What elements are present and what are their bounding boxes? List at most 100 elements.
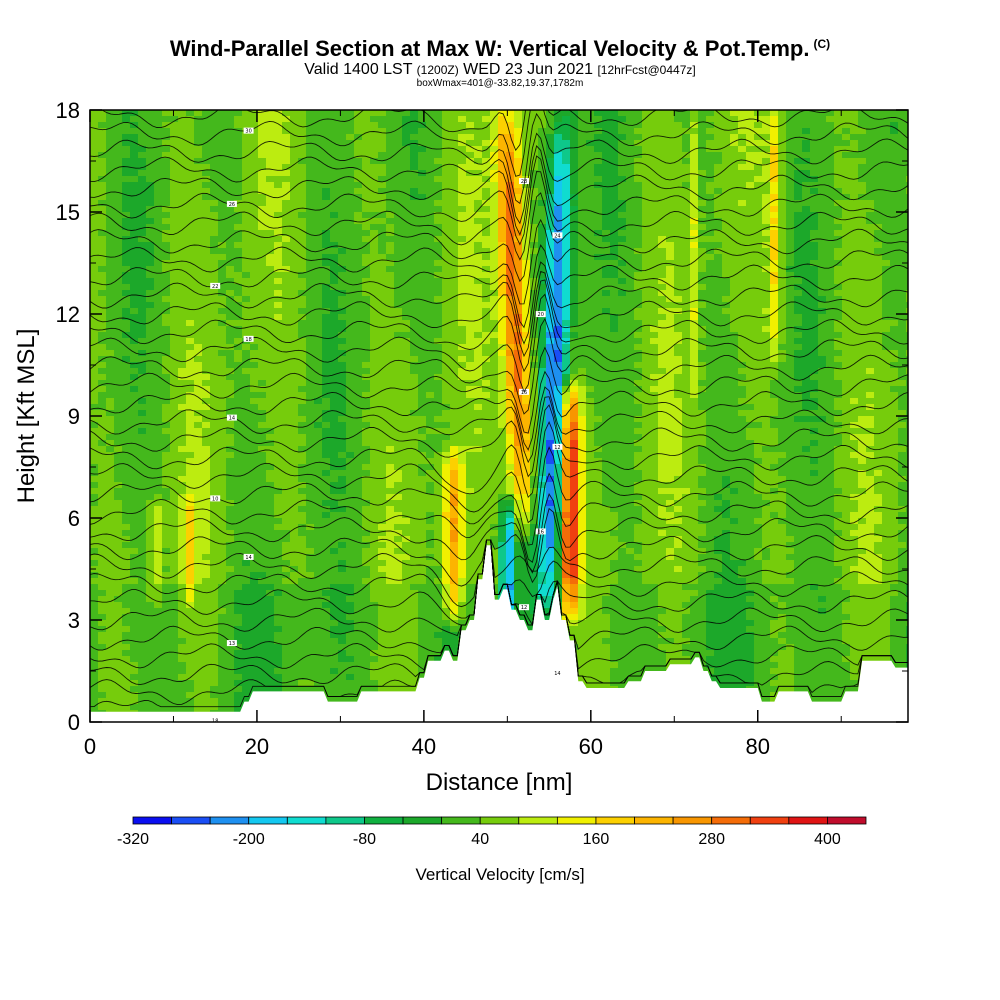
velocity-cell <box>266 446 275 453</box>
velocity-cell <box>258 320 267 327</box>
velocity-cell <box>402 608 411 615</box>
velocity-cell <box>434 206 443 213</box>
velocity-cell <box>234 614 243 621</box>
velocity-cell <box>202 596 211 603</box>
velocity-cell <box>442 332 451 339</box>
velocity-cell <box>226 596 235 603</box>
velocity-cell <box>410 392 419 399</box>
velocity-cell <box>442 524 451 531</box>
velocity-cell <box>426 656 435 663</box>
velocity-cell <box>322 338 331 345</box>
velocity-cell <box>346 362 355 369</box>
velocity-cell <box>394 512 403 519</box>
velocity-cell <box>122 242 131 249</box>
velocity-cell <box>154 458 163 465</box>
velocity-cell <box>442 428 451 435</box>
velocity-cell <box>362 542 371 549</box>
velocity-cell <box>474 110 483 117</box>
velocity-cell <box>354 374 363 381</box>
velocity-cell <box>402 362 411 369</box>
velocity-cell <box>442 290 451 297</box>
velocity-cell <box>122 470 131 477</box>
velocity-cell <box>346 512 355 519</box>
velocity-cell <box>98 680 107 687</box>
velocity-cell <box>370 164 379 171</box>
velocity-cell <box>314 680 323 687</box>
velocity-cell <box>290 446 299 453</box>
velocity-cell <box>138 158 147 165</box>
velocity-cell <box>138 368 147 375</box>
velocity-cell <box>330 182 339 189</box>
velocity-cell <box>290 188 299 195</box>
velocity-cell <box>306 476 315 483</box>
velocity-cell <box>130 668 139 675</box>
velocity-cell <box>434 212 443 219</box>
velocity-cell <box>210 434 219 441</box>
velocity-cell <box>122 602 131 609</box>
velocity-cell <box>258 596 267 603</box>
velocity-cell <box>322 686 331 693</box>
velocity-cell <box>186 416 195 423</box>
velocity-cell <box>354 326 363 333</box>
velocity-cell <box>250 338 259 345</box>
velocity-cell <box>290 134 299 141</box>
velocity-cell <box>426 320 435 327</box>
velocity-cell <box>378 128 387 135</box>
velocity-cell <box>122 182 131 189</box>
velocity-cell <box>218 560 227 567</box>
velocity-cell <box>410 416 419 423</box>
velocity-cell <box>410 584 419 591</box>
velocity-cell <box>138 206 147 213</box>
velocity-cell <box>98 452 107 459</box>
velocity-cell <box>274 290 283 297</box>
velocity-cell <box>186 686 195 693</box>
velocity-cell <box>346 200 355 207</box>
velocity-cell <box>418 326 427 333</box>
velocity-cell <box>162 314 171 321</box>
velocity-cell <box>362 290 371 297</box>
velocity-cell <box>370 170 379 177</box>
velocity-cell <box>130 662 139 669</box>
velocity-cell <box>410 638 419 645</box>
velocity-cell <box>98 434 107 441</box>
velocity-cell <box>90 284 99 291</box>
velocity-cell <box>218 356 227 363</box>
velocity-cell <box>450 230 459 237</box>
velocity-cell <box>402 626 411 633</box>
velocity-cell <box>290 308 299 315</box>
velocity-cell <box>394 590 403 597</box>
velocity-cell <box>458 146 467 153</box>
velocity-cell <box>106 122 115 129</box>
velocity-cell <box>378 464 387 471</box>
velocity-cell <box>178 464 187 471</box>
velocity-cell <box>370 578 379 585</box>
velocity-cell <box>362 578 371 585</box>
velocity-cell <box>474 494 483 501</box>
velocity-cell <box>154 494 163 501</box>
velocity-cell <box>146 554 155 561</box>
velocity-cell <box>178 212 187 219</box>
velocity-cell <box>122 128 131 135</box>
velocity-cell <box>258 242 267 249</box>
velocity-cell <box>362 680 371 687</box>
velocity-cell <box>274 608 283 615</box>
velocity-cell <box>138 302 147 309</box>
velocity-cell <box>442 320 451 327</box>
velocity-cell <box>98 362 107 369</box>
velocity-cell <box>450 464 459 471</box>
velocity-cell <box>130 626 139 633</box>
velocity-cell <box>106 650 115 657</box>
velocity-cell <box>226 194 235 201</box>
velocity-cell <box>162 584 171 591</box>
velocity-cell <box>194 680 203 687</box>
velocity-cell <box>450 428 459 435</box>
velocity-cell <box>434 278 443 285</box>
velocity-cell <box>194 674 203 681</box>
velocity-cell <box>290 572 299 579</box>
velocity-cell <box>314 422 323 429</box>
velocity-cell <box>450 176 459 183</box>
velocity-cell <box>362 584 371 591</box>
velocity-cell <box>442 140 451 147</box>
velocity-cell <box>194 620 203 627</box>
velocity-cell <box>106 590 115 597</box>
